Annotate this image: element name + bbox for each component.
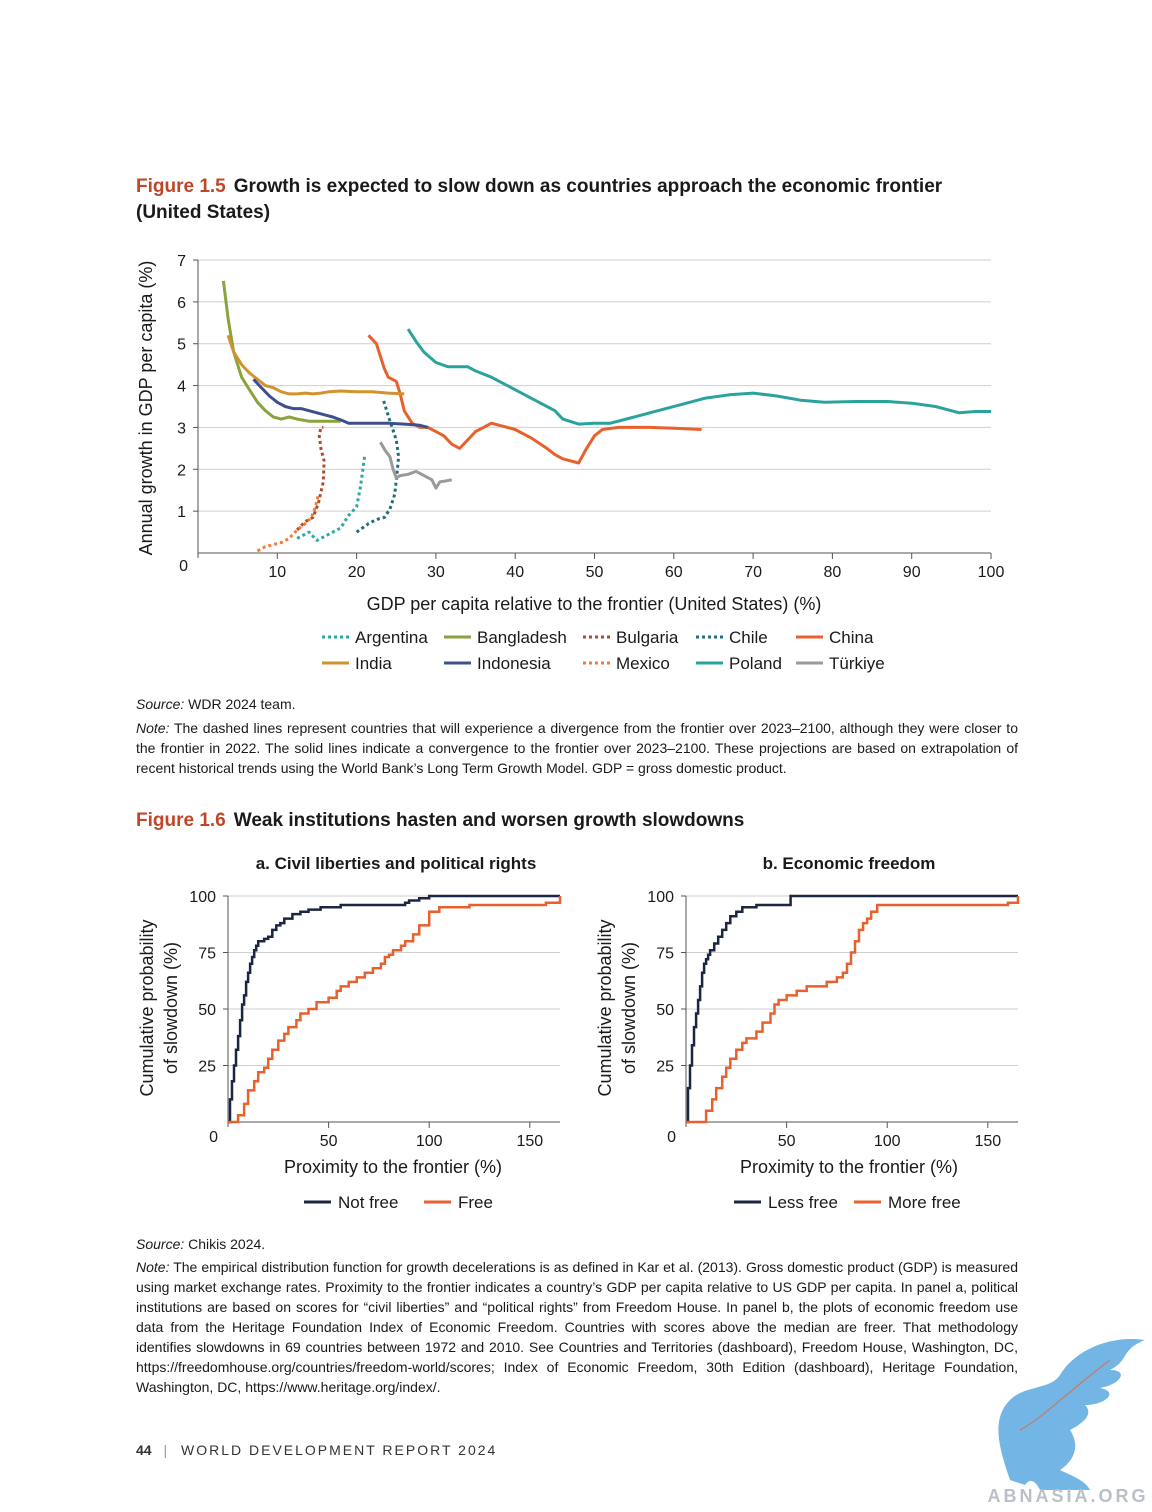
panel-b-y-label-line2: of slowdown (%) (619, 942, 639, 1074)
x-tick-label: 100 (978, 564, 1005, 581)
legend-label-mexico: Mexico (616, 654, 670, 673)
x-tick-label: 10 (268, 564, 286, 581)
y-tick-label: 25 (656, 1059, 674, 1076)
legend-label-free: Free (458, 1193, 493, 1212)
page-footer: 44 | WORLD DEVELOPMENT REPORT 2024 (136, 1442, 497, 1458)
y-tick-label: 2 (177, 462, 186, 479)
x-tick-label: 150 (974, 1133, 1001, 1150)
source-text: Chikis 2024. (184, 1236, 265, 1252)
figure-1-6-note: Note: The empirical distribution functio… (136, 1257, 1018, 1397)
figure-1-5-note: Note: The dashed lines represent countri… (136, 718, 1018, 778)
y-tick-label: 5 (177, 337, 186, 354)
legend-label-not-free: Not free (338, 1193, 398, 1212)
note-text: The dashed lines represent countries tha… (136, 720, 1018, 776)
watermark-logo: ABNASIA.ORG (980, 1330, 1150, 1510)
y-tick-label: 7 (177, 253, 186, 270)
y-tick-label: 50 (656, 1002, 674, 1019)
panel-a-x-label: Proximity to the frontier (%) (284, 1157, 502, 1177)
note-text: The empirical distribution function for … (136, 1259, 1018, 1395)
origin-label: 0 (667, 1129, 676, 1146)
figure-1-5-number: Figure 1.5 (136, 176, 226, 197)
panel-b-x-label: Proximity to the frontier (%) (740, 1157, 958, 1177)
x-tick-label: 50 (586, 564, 604, 581)
panel-b-title: b. Economic freedom (763, 854, 936, 873)
legend: Argentina Bangladesh Bulgaria Chile China Ind… (322, 628, 885, 673)
origin-label: 0 (179, 558, 188, 575)
panel-a-legend: Not free Free (304, 1193, 493, 1212)
series-line-mexico (258, 494, 319, 551)
x-tick-label: 100 (874, 1133, 901, 1150)
legend-label-turkiye: Türkiye (829, 654, 885, 673)
note-label: Note: (136, 720, 169, 736)
report-title: WORLD DEVELOPMENT REPORT 2024 (181, 1442, 497, 1458)
legend-label-more-free: More free (888, 1193, 961, 1212)
legend-label-india: India (355, 654, 392, 673)
figure-1-6-source: Source: Chikis 2024. (136, 1234, 1018, 1254)
series-line-turkiye (380, 442, 451, 488)
grid-lines (198, 260, 991, 511)
figure-1-5-title-line1: Growth is expected to slow down as count… (234, 176, 942, 197)
x-tick-label: 80 (824, 564, 842, 581)
legend-label-china: China (829, 628, 874, 647)
y-tick-label: 6 (177, 295, 186, 312)
legend-label-chile: Chile (729, 628, 768, 647)
legend-label-argentina: Argentina (355, 628, 428, 647)
panel-a-y-label-line1: Cumulative probability (137, 919, 157, 1096)
y-tick-label: 100 (647, 889, 674, 906)
y-tick-label: 3 (177, 420, 186, 437)
series-line-bulgaria (297, 427, 324, 530)
x-tick-label: 100 (416, 1133, 443, 1150)
x-tick-label: 50 (778, 1133, 796, 1150)
x-tick-label: 20 (348, 564, 366, 581)
page-number: 44 (136, 1442, 152, 1458)
griffin-icon: ABNASIA.ORG (980, 1330, 1150, 1505)
legend-label-poland: Poland (729, 654, 782, 673)
y-tick-label: 75 (198, 946, 216, 963)
figure-1-5-title-line2: (United States) (136, 202, 270, 223)
x-tick-label: 90 (903, 564, 921, 581)
panel-b-y-label-line1: Cumulative probability (595, 919, 615, 1096)
x-tick-label: 40 (506, 564, 524, 581)
panel-b-chart: b. Economic freedom 25 50 75 100 0 50 100 150 P… (578, 845, 1048, 1225)
legend-label-bulgaria: Bulgaria (616, 628, 679, 647)
y-tick-label: 4 (177, 379, 186, 396)
origin-label: 0 (209, 1129, 218, 1146)
x-axis-label: GDP per capita relative to the frontier … (367, 594, 822, 614)
figure-1-6-number: Figure 1.6 (136, 810, 226, 831)
x-tick-label: 50 (320, 1133, 338, 1150)
y-tick-label: 75 (656, 946, 674, 963)
figure-1-6-title-text: Weak institutions hasten and worsen grow… (234, 810, 745, 831)
figure-1-5-title: Figure 1.5 Growth is expected to slow dow… (136, 174, 942, 226)
legend-label-less-free: Less free (768, 1193, 838, 1212)
y-tick-label: 50 (198, 1002, 216, 1019)
note-label: Note: (136, 1259, 169, 1275)
legend-label-indonesia: Indonesia (477, 654, 551, 673)
figure-1-6-title: Figure 1.6 Weak institutions hasten and w… (136, 808, 744, 834)
x-tick-label: 150 (516, 1133, 543, 1150)
panel-a-title: a. Civil liberties and political rights (256, 854, 537, 873)
x-tick-label: 70 (744, 564, 762, 581)
y-axis-label: Annual growth in GDP per capita (%) (136, 261, 156, 556)
x-tick-label: 60 (665, 564, 683, 581)
panel-a-chart: a. Civil liberties and political rights … (120, 845, 590, 1225)
source-label: Source: (136, 1236, 184, 1252)
y-tick-label: 100 (189, 889, 216, 906)
panel-a-y-label-line2: of slowdown (%) (161, 942, 181, 1074)
source-label: Source: (136, 696, 184, 712)
y-tick-label: 25 (198, 1059, 216, 1076)
source-text: WDR 2024 team. (184, 696, 295, 712)
figure-1-5-source: Source: WDR 2024 team. (136, 694, 1018, 714)
y-tick-label: 1 (177, 504, 186, 521)
panel-b-legend: Less free More free (734, 1193, 961, 1212)
series-lines (223, 281, 991, 551)
footer-separator: | (163, 1442, 169, 1458)
legend-label-bangladesh: Bangladesh (477, 628, 567, 647)
watermark-text: ABNASIA.ORG (987, 1486, 1148, 1505)
x-tick-label: 30 (427, 564, 445, 581)
figure-1-5-chart: 12345670 10 20 30 40 50 60 70 80 90 100 GDP per ca… (0, 240, 1152, 700)
